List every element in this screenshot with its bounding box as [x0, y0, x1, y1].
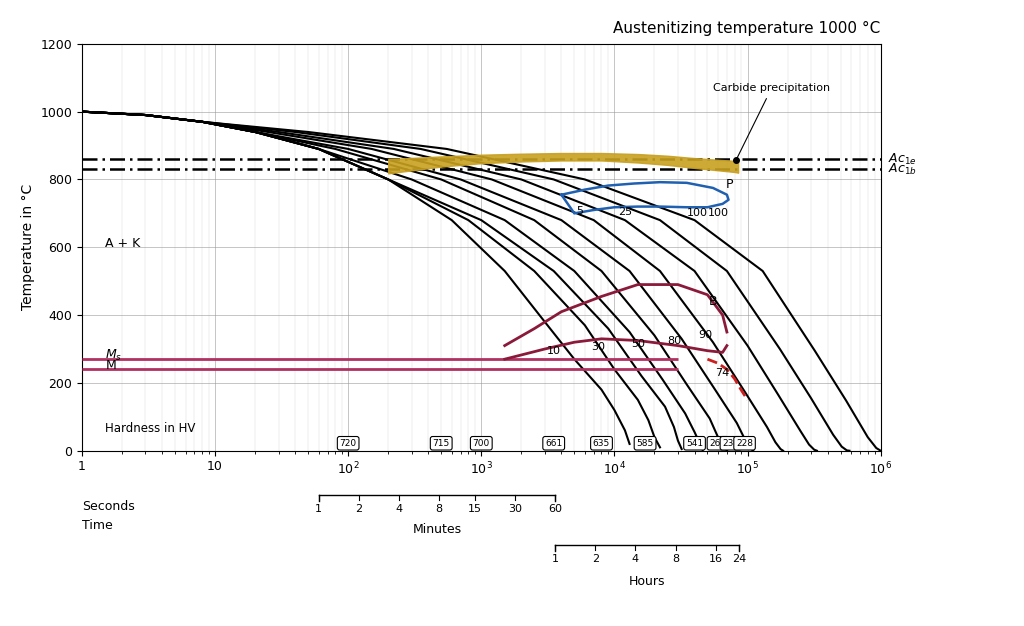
Text: Hardness in HV: Hardness in HV — [105, 422, 196, 435]
Text: 1: 1 — [315, 504, 323, 514]
Text: $Ac_{1e}$: $Ac_{1e}$ — [888, 151, 916, 167]
Text: 541: 541 — [686, 439, 703, 448]
Text: 15: 15 — [468, 504, 482, 514]
Text: M: M — [105, 359, 116, 372]
Text: Minutes: Minutes — [413, 523, 462, 536]
Text: $M_s$: $M_s$ — [105, 347, 123, 362]
Text: 10: 10 — [547, 346, 561, 356]
Text: 268: 268 — [710, 439, 727, 448]
Text: 715: 715 — [432, 439, 450, 448]
Text: 661: 661 — [545, 439, 562, 448]
Text: 60: 60 — [548, 504, 562, 514]
Text: 100: 100 — [708, 208, 728, 218]
Text: 80: 80 — [667, 336, 681, 346]
Text: 90: 90 — [698, 331, 712, 341]
Text: 4: 4 — [395, 504, 402, 514]
Text: 2: 2 — [355, 504, 362, 514]
Text: 720: 720 — [340, 439, 356, 448]
Text: B: B — [709, 295, 717, 308]
Text: 635: 635 — [593, 439, 610, 448]
Y-axis label: Temperature in °C: Temperature in °C — [20, 184, 35, 310]
Text: 30: 30 — [508, 504, 522, 514]
Text: $Ac_{1b}$: $Ac_{1b}$ — [888, 162, 916, 177]
Text: A + K: A + K — [105, 237, 140, 250]
Text: 25: 25 — [617, 207, 632, 217]
Text: Seconds: Seconds — [82, 500, 135, 513]
Text: 8: 8 — [435, 504, 442, 514]
Text: 1: 1 — [552, 554, 559, 564]
Text: 8: 8 — [672, 554, 679, 564]
Text: Hours: Hours — [629, 575, 666, 588]
Text: 100: 100 — [687, 208, 708, 218]
Text: Austenitizing temperature 1000 °C: Austenitizing temperature 1000 °C — [613, 21, 881, 36]
Text: Time: Time — [82, 519, 113, 532]
Text: 232: 232 — [722, 439, 739, 448]
Text: 74: 74 — [716, 367, 730, 377]
Text: 50: 50 — [631, 339, 645, 349]
Text: 24: 24 — [732, 554, 746, 564]
Text: Carbide precipitation: Carbide precipitation — [713, 83, 830, 158]
Text: 5: 5 — [577, 206, 584, 216]
Text: 585: 585 — [637, 439, 653, 448]
Text: 4: 4 — [632, 554, 639, 564]
Text: 700: 700 — [473, 439, 489, 448]
Text: 30: 30 — [591, 342, 605, 352]
Text: 228: 228 — [736, 439, 753, 448]
Text: 2: 2 — [592, 554, 599, 564]
Text: P: P — [726, 178, 733, 191]
Text: 16: 16 — [709, 554, 723, 564]
